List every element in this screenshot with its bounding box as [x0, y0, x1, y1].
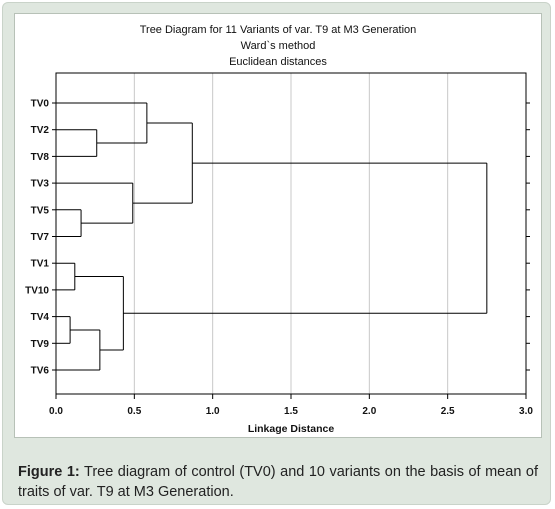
- figure-frame: Tree Diagram for 11 Variants of var. T9 …: [2, 2, 551, 505]
- leaf-label: TV10: [25, 285, 49, 296]
- leaf-label: TV9: [31, 339, 50, 350]
- plot-panel: Tree Diagram for 11 Variants of var. T9 …: [14, 13, 542, 438]
- caption-label: Figure 1:: [18, 464, 80, 480]
- x-tick-label: 1.5: [284, 406, 298, 417]
- x-axis-label: Linkage Distance: [248, 423, 335, 435]
- caption-text: Tree diagram of control (TV0) and 10 var…: [18, 464, 538, 500]
- x-tick-label: 3.0: [519, 406, 533, 417]
- x-tick-label: 2.0: [362, 406, 376, 417]
- leaf-label: TV1: [31, 259, 50, 270]
- x-tick-label: 2.5: [441, 406, 455, 417]
- chart-subtitle-distance: Euclidean distances: [229, 56, 327, 68]
- chart-title: Tree Diagram for 11 Variants of var. T9 …: [139, 24, 417, 36]
- leaf-label: TV4: [31, 312, 50, 323]
- leaf-label: TV8: [31, 152, 50, 163]
- leaf-label: TV5: [31, 205, 50, 216]
- x-tick-label: 0.5: [127, 406, 141, 417]
- dendrogram-svg: 0.0 0.5 1.0 1.5 2.0 2.5 3.0 Linkage Distance TV0…: [25, 72, 533, 435]
- leaf-label: TV3: [31, 179, 50, 190]
- x-tick-label: 0.0: [49, 406, 63, 417]
- x-tick-label: 1.0: [206, 406, 220, 417]
- figure-caption: Figure 1: Tree diagram of control (TV0) …: [18, 462, 538, 502]
- chart-subtitle-method: Ward`s method: [240, 40, 316, 52]
- leaf-label: TV2: [31, 125, 50, 136]
- leaf-label: TV7: [31, 232, 50, 243]
- leaf-label: TV0: [31, 99, 50, 110]
- leaf-label: TV6: [31, 366, 50, 377]
